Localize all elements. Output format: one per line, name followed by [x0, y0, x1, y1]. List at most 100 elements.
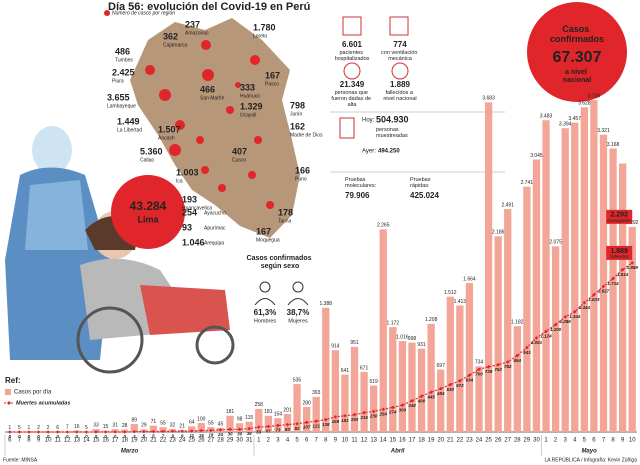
stat-value: 21.349: [340, 80, 365, 89]
deaths-marker: [84, 430, 89, 434]
deaths-value-label: 0: [85, 434, 88, 439]
deaths-value-label: 73: [275, 428, 281, 433]
bar: [350, 346, 359, 432]
bar-value-label: 100: [197, 416, 206, 422]
deaths-marker: [7, 430, 12, 434]
deaths-value-label: 18: [208, 433, 214, 438]
x-tick-label: 7: [602, 438, 606, 444]
deaths-line: [9, 262, 633, 433]
bar-value-label: 3.168: [607, 142, 620, 148]
x-tick-label: 6: [8, 438, 12, 444]
bar-value-label: 914: [331, 344, 340, 350]
deaths-value-label: 1.627: [598, 289, 610, 294]
bar-value-label: 16: [74, 424, 80, 430]
bar-value-label: 89: [131, 417, 137, 423]
bar-value-label: 2.265: [377, 223, 390, 229]
bar: [484, 102, 493, 433]
deaths-marker: [237, 427, 242, 432]
region-name: Ayacucho: [204, 210, 226, 216]
region-name: Piura: [112, 78, 124, 84]
deaths-marker: [611, 276, 615, 281]
x-tick-label: 4: [573, 438, 577, 444]
bar-value-label: 55: [160, 420, 166, 426]
region-name: Arequipa: [204, 240, 224, 246]
deaths-value-label: 9: [181, 433, 184, 438]
deaths-marker: [304, 420, 309, 425]
deaths-value-label: 0: [66, 434, 69, 439]
bar: [322, 307, 330, 432]
annotation-value: 2.292: [610, 212, 628, 219]
legend-swatch: [7, 401, 11, 405]
bar: [149, 425, 158, 432]
stat-label: personas que fueron dadas de alta: [331, 90, 372, 108]
test-note: personas muestreadas: [376, 127, 408, 139]
deaths-value-label: 300: [399, 407, 407, 412]
deaths-value-label: 348: [408, 403, 416, 408]
stat-value: 774: [393, 40, 407, 49]
test-label: Hoy:: [362, 118, 375, 124]
region-name: Lambayeque: [107, 103, 136, 109]
x-tick-label: 8: [611, 438, 615, 444]
stat-label: con ventilación mecánica: [381, 50, 419, 62]
national-subtitle: a nivel nacional: [563, 69, 591, 84]
test-value: 79.906: [345, 191, 370, 200]
x-tick-label: 10: [45, 438, 52, 444]
month-label: Marzo: [121, 449, 139, 455]
annotation-value: 1.889: [610, 248, 628, 255]
bar-value-label: 55: [208, 420, 214, 426]
bar: [159, 427, 167, 432]
deaths-marker: [544, 329, 548, 334]
lima-badge: [111, 175, 185, 249]
bar: [312, 396, 320, 432]
deaths-value-label: 0: [37, 434, 40, 439]
deaths-value-label: 38: [247, 431, 253, 436]
deaths-value-label: 61: [266, 429, 272, 434]
deaths-marker: [209, 428, 213, 433]
bar-value-label: 201: [283, 407, 292, 413]
region-name: Loreto: [253, 33, 267, 39]
region-cases: 1.449: [117, 116, 140, 126]
x-tick-label: 14: [380, 438, 387, 444]
region-name: Moquegua: [256, 237, 280, 243]
deaths-marker: [582, 300, 587, 305]
x-tick-label: 15: [93, 438, 100, 444]
deaths-value-label: 169: [332, 419, 340, 424]
bar-value-label: 641: [341, 368, 350, 374]
bar-value-label: 393: [312, 390, 321, 396]
region-name: Amazonas: [185, 30, 209, 36]
region-name: Huánuco: [240, 93, 260, 99]
x-tick-label: 20: [141, 438, 148, 444]
bar-value-label: 1.388: [320, 301, 333, 307]
x-tick-label: 27: [208, 438, 215, 444]
region-name: Ucayali: [240, 112, 256, 118]
x-tick-label: 25: [188, 438, 195, 444]
deaths-value-label: 530: [447, 387, 455, 392]
deaths-value-label: 943: [523, 350, 531, 355]
test-label: Pruebas rápidas:: [410, 177, 432, 189]
region-name: Callao: [140, 157, 154, 163]
x-tick-label: 21: [150, 438, 157, 444]
deaths-value-label: 0: [56, 434, 59, 439]
deaths-value-label: 0: [9, 434, 12, 439]
deaths-marker: [113, 430, 117, 434]
region-cases: 1.003: [176, 167, 199, 177]
bar-value-label: 1.413: [454, 299, 467, 305]
virus-dots: [145, 40, 274, 209]
bar: [532, 159, 541, 432]
bar-value-label: 2: [47, 425, 50, 431]
deaths-value-label: 92: [295, 426, 301, 431]
bar-value-label: 33: [93, 422, 99, 428]
bar-value-label: 1.208: [425, 317, 438, 323]
deaths-value-label: 274: [388, 410, 397, 415]
bar-value-label: 1: [28, 425, 31, 431]
bar-value-label: 3.457: [568, 116, 581, 122]
deaths-value-label: 193: [351, 417, 359, 422]
deaths-marker: [314, 419, 319, 423]
deaths-value-label: 107: [303, 425, 311, 430]
bar-value-label: 15: [103, 424, 109, 430]
deaths-marker: [343, 414, 347, 418]
deaths-marker: [419, 394, 424, 398]
x-tick-label: 7: [315, 438, 319, 444]
deaths-marker: [362, 410, 366, 415]
x-tick-label: 19: [428, 438, 435, 444]
